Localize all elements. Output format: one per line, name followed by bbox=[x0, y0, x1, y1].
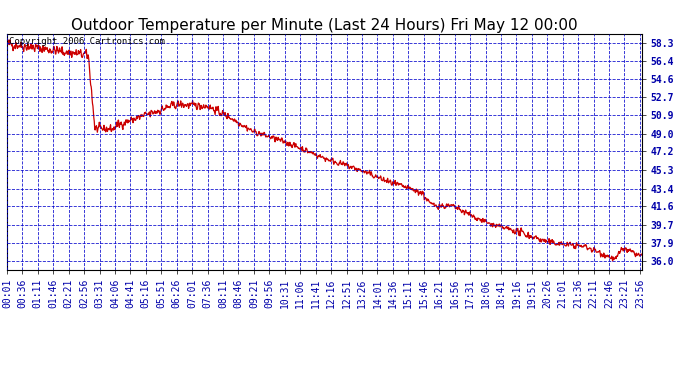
Title: Outdoor Temperature per Minute (Last 24 Hours) Fri May 12 00:00: Outdoor Temperature per Minute (Last 24 … bbox=[71, 18, 578, 33]
Text: Copyright 2006 Cartronics.com: Copyright 2006 Cartronics.com bbox=[9, 37, 165, 46]
